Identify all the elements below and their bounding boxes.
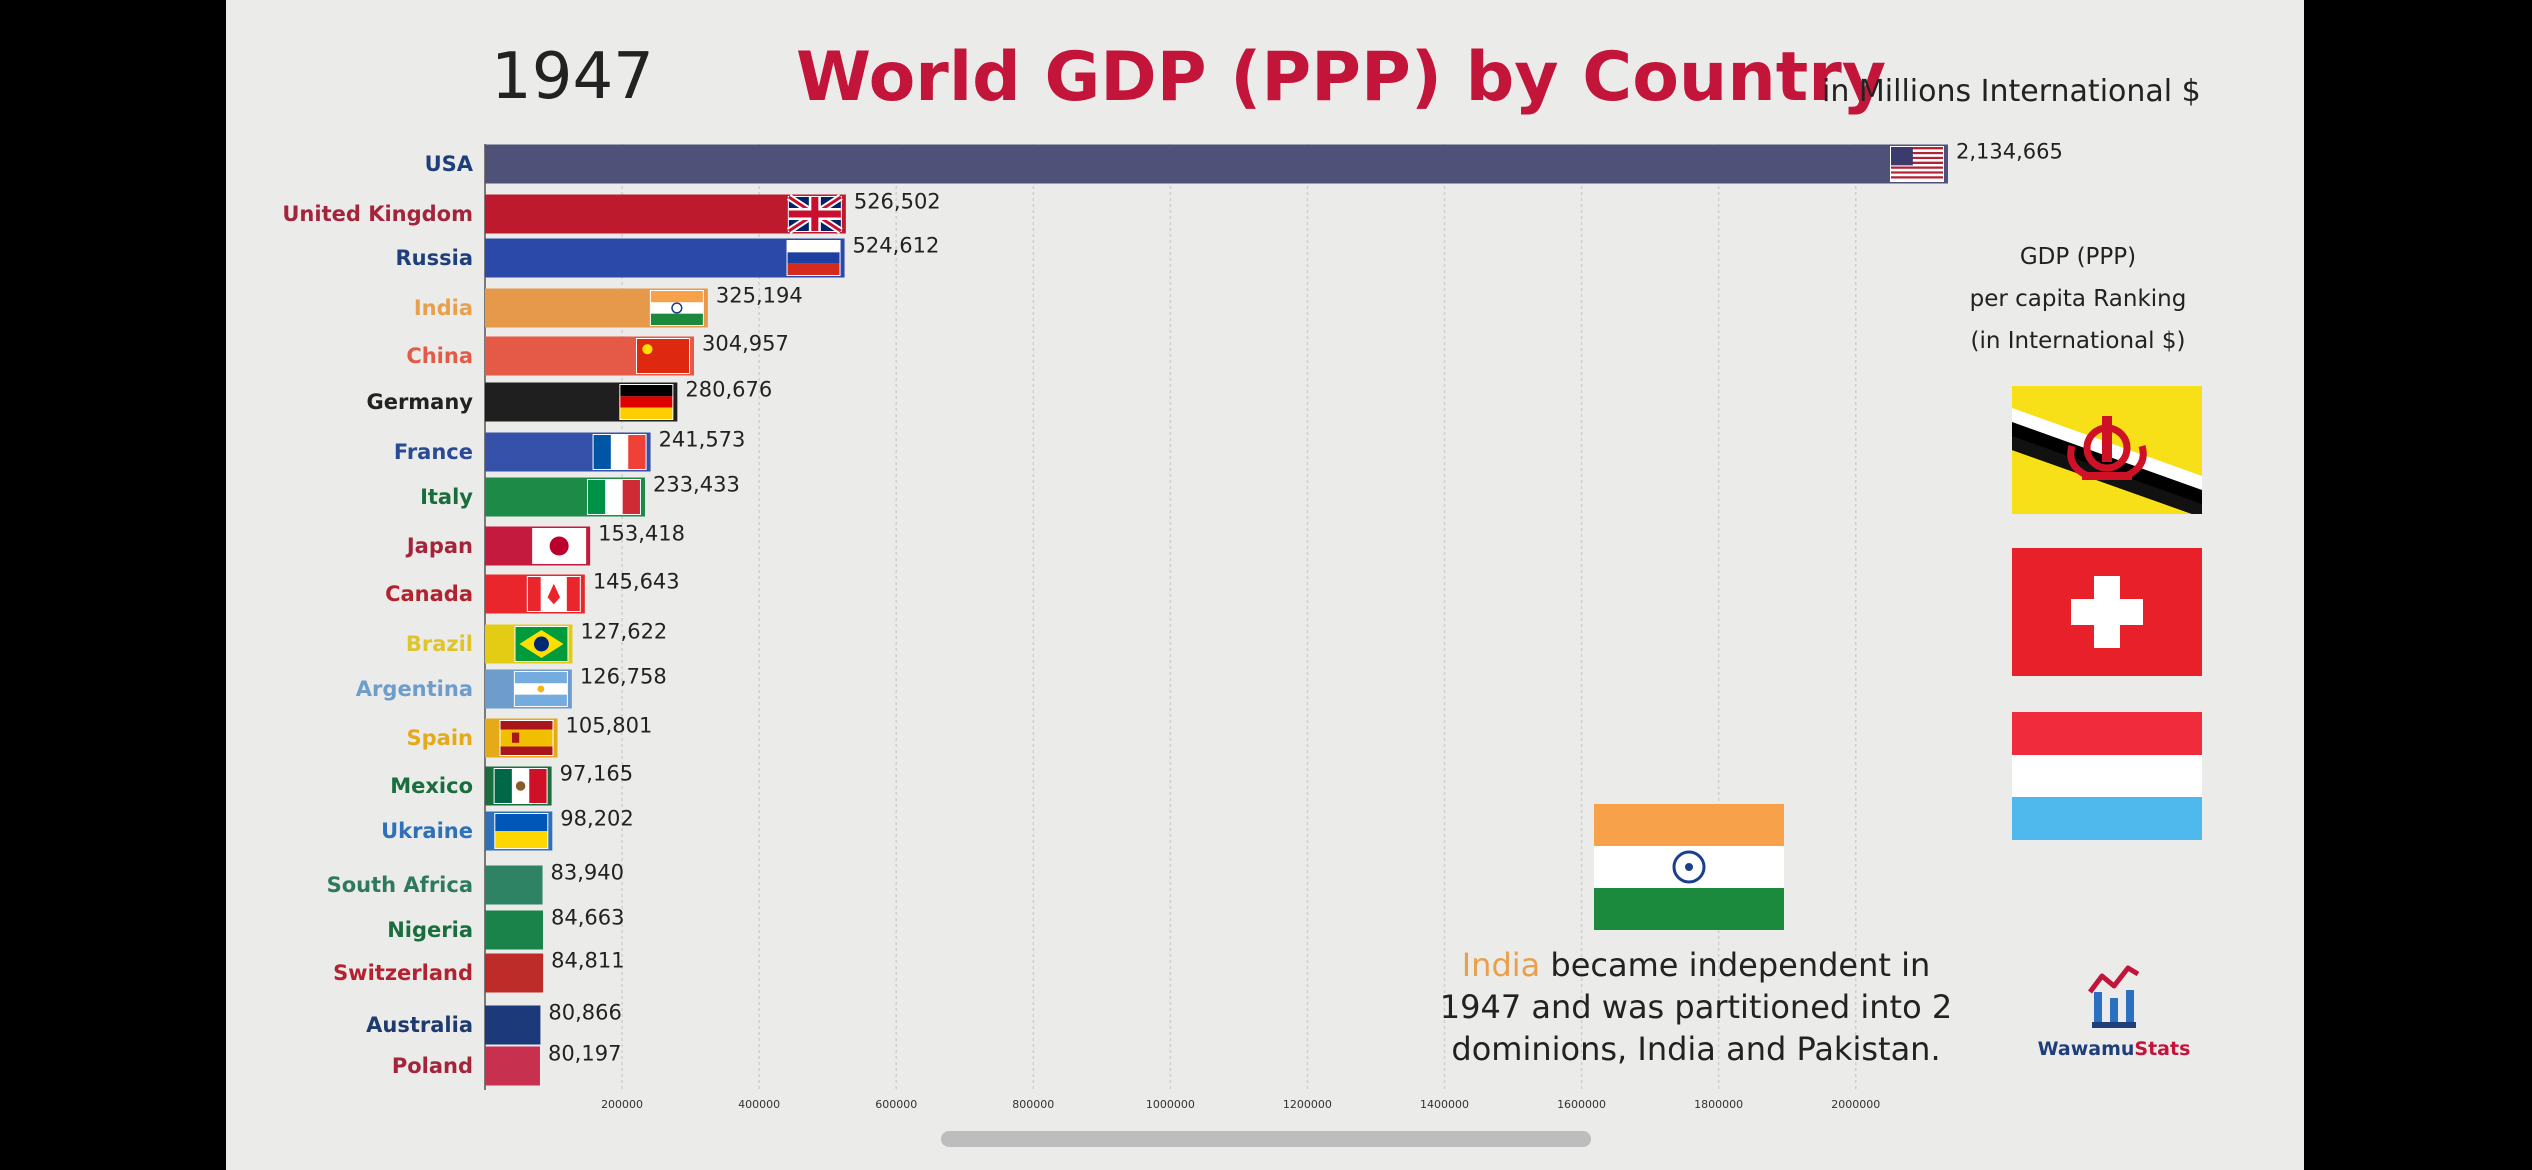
x-tick-label: 800000 [1012,1098,1054,1111]
value-label: 127,622 [580,620,667,644]
country-label: Australia [366,1013,473,1037]
x-tick-label: 1000000 [1146,1098,1195,1111]
bar [485,910,544,950]
x-tick-label: 200000 [601,1098,643,1111]
x-tick-label: 2000000 [1831,1098,1880,1111]
value-label: 524,612 [853,234,940,258]
value-label: 526,502 [854,190,941,214]
country-label: India [414,296,473,320]
value-label: 98,202 [560,807,633,831]
brunei-flag-icon [2012,386,2202,514]
country-label: Switzerland [333,961,473,985]
value-label: 126,758 [580,665,667,689]
uk-flag-icon [786,194,843,234]
event-highlight: India [1461,946,1541,984]
india-flag-icon [650,291,703,325]
bar [485,238,845,278]
usa-flag-icon [1891,147,1943,181]
x-tick-label: 1400000 [1420,1098,1469,1111]
video-frame: 1947 World GDP (PPP) by Country in Milli… [226,0,2304,1170]
x-tick-label: 600000 [875,1098,917,1111]
logo-text-part1: Wawamu [2037,1038,2135,1060]
country-label: Brazil [406,632,473,656]
value-label: 304,957 [702,332,789,356]
per-capita-title-line: per capita Ranking [1969,286,2187,312]
country-label: Russia [396,246,474,270]
ukraine-flag-icon [495,814,548,848]
value-label: 84,811 [551,949,624,973]
wawamustats-logo: WawamuStats [2034,960,2194,1060]
country-label: South Africa [327,873,473,897]
value-label: 145,643 [593,570,680,594]
country-label: China [406,344,473,368]
chart-title: World GDP (PPP) by Country [796,38,1887,117]
argentina-flag-icon [514,672,567,706]
country-label: France [394,440,473,464]
country-label: Argentina [356,677,473,701]
logo-text-part2: Stats [2134,1038,2191,1060]
china-flag-icon [637,339,690,373]
value-label: 80,866 [548,1001,621,1025]
country-label: Canada [385,582,473,606]
country-label: Nigeria [387,918,473,942]
value-label: 325,194 [716,284,803,308]
bar [485,194,846,234]
bar [485,1005,541,1045]
value-label: 2,134,665 [1956,140,2063,164]
mexico-flag-icon [494,769,547,803]
spain-flag-icon [500,721,553,755]
bar [485,865,543,905]
country-label: Poland [392,1054,473,1078]
country-label: USA [425,152,474,176]
bar [485,1046,540,1086]
japan-flag-icon [533,529,586,563]
value-label: 97,165 [560,762,633,786]
per-capita-title-line: GDP (PPP) [2019,244,2137,270]
russia-flag-icon [787,241,840,275]
x-tick-label: 1200000 [1283,1098,1332,1111]
per-capita-title: GDP (PPP) per capita Ranking (in Interna… [1948,236,2208,362]
value-label: 153,418 [598,522,685,546]
value-label: 84,663 [551,906,624,930]
value-label: 80,197 [548,1042,621,1066]
logo-icon [2088,965,2140,1028]
x-tick-label: 1600000 [1557,1098,1606,1111]
france-flag-icon [593,435,646,469]
italy-flag-icon [587,480,640,514]
x-tick-label: 400000 [738,1098,780,1111]
value-label: 105,801 [566,714,653,738]
event-caption: India became independent in 1947 and was… [1426,944,1966,1070]
bar [485,953,544,993]
event-text: became independent in 1947 and was parti… [1439,946,1953,1068]
country-label: Spain [407,726,473,750]
bar [485,144,1948,184]
country-label: Japan [405,534,473,558]
brazil-flag-icon [515,627,568,661]
value-label: 241,573 [659,428,746,452]
bar-chart: 200000 400000 600000 800000 1000000 1200000 14… [282,140,2063,1111]
canada-flag-icon [527,577,580,611]
per-capita-title-line: (in International $) [1970,328,2186,354]
x-tick-label: 1800000 [1694,1098,1743,1111]
germany-flag-icon [620,385,673,419]
country-label: Mexico [390,774,473,798]
units-label: in Millions International $ [1822,74,2201,109]
value-label: 83,940 [551,861,624,885]
logo-text: WawamuStats [2034,1038,2194,1060]
country-label: United Kingdom [282,202,473,226]
value-label: 280,676 [685,378,772,402]
country-label: Germany [366,390,473,414]
luxembourg-flag-icon [2012,712,2202,840]
country-label: Ukraine [381,819,473,843]
switzerland-flag-icon [2012,548,2202,676]
country-label: Italy [420,485,473,509]
playback-scrollbar[interactable] [941,1131,1591,1147]
value-label: 233,433 [653,473,740,497]
india-flag-icon [1594,804,1784,930]
year-label: 1947 [491,40,654,114]
